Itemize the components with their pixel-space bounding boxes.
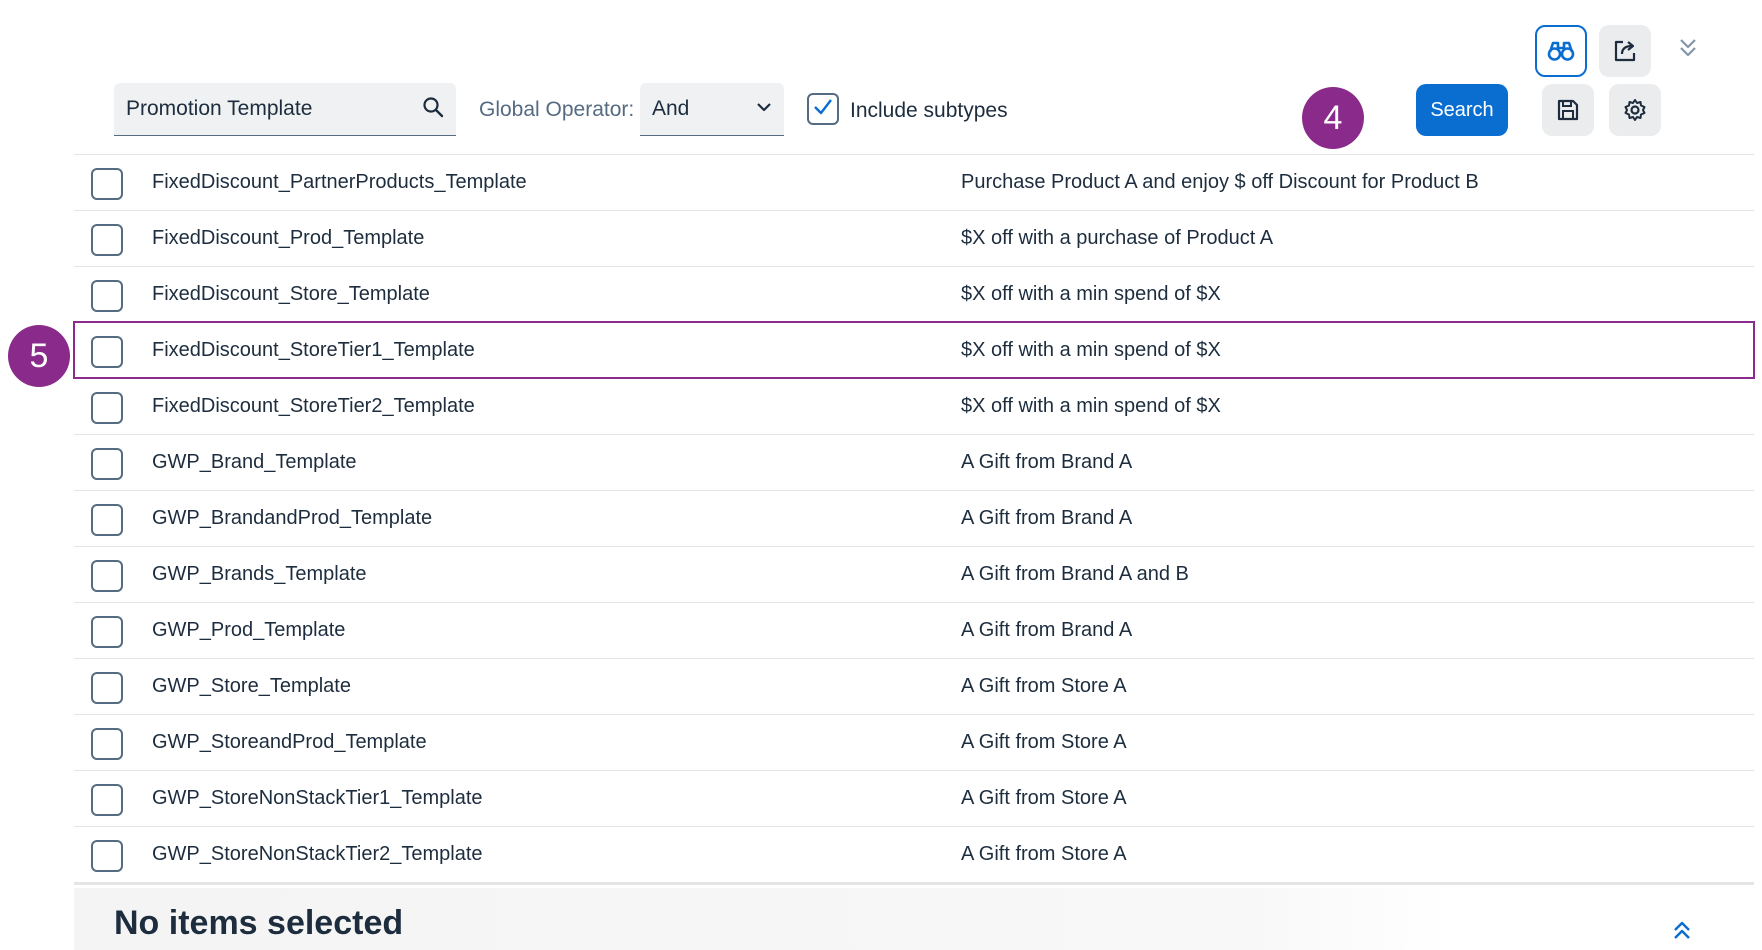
row-template-name: FixedDiscount_Store_Template [152,283,430,305]
selection-footer: No items selected [74,888,1754,950]
row-description: $X off with a purchase of Product A [961,227,1274,249]
search-input-value: Promotion Template [126,97,313,120]
checkmark-icon [813,98,833,121]
table-row[interactable]: GWP_BrandandProd_Template A Gift from Bra… [74,490,1754,546]
double-chevron-up-icon [1674,921,1690,939]
binoculars-button[interactable] [1535,25,1587,77]
search-input[interactable]: Promotion Template [114,83,456,136]
table-row[interactable]: GWP_Brands_Template A Gift from Brand A a… [74,546,1754,602]
table-row[interactable]: FixedDiscount_StoreTier2_Template $X off … [74,378,1754,434]
row-template-name: GWP_Brand_Template [152,451,357,473]
row-template-name: GWP_StoreNonStackTier1_Template [152,787,483,809]
include-subtypes-checkbox[interactable] [807,93,839,125]
row-description: A Gift from Brand A [961,619,1133,641]
row-checkbox[interactable] [91,840,123,872]
row-description: A Gift from Store A [961,843,1127,865]
row-template-name: GWP_Store_Template [152,675,351,697]
row-description: $X off with a min spend of $X [961,395,1221,417]
row-checkbox[interactable] [91,672,123,704]
row-checkbox[interactable] [91,560,123,592]
chevron-down-icon [756,100,772,118]
step-badge-4: 4 [1302,87,1364,149]
save-variant-button[interactable] [1542,84,1594,136]
row-template-name: GWP_BrandandProd_Template [152,507,433,529]
global-operator-value: And [652,97,690,120]
row-description: A Gift from Brand A [961,451,1133,473]
row-checkbox[interactable] [91,504,123,536]
row-checkbox[interactable] [91,168,123,200]
expand-footer-button[interactable] [1672,918,1692,947]
double-chevron-down-icon [1678,37,1698,64]
binoculars-icon [1547,40,1575,62]
settings-button[interactable] [1609,84,1661,136]
row-template-name: FixedDiscount_Prod_Template [152,227,425,249]
save-icon [1556,98,1580,122]
step-badge-5: 5 [8,325,70,387]
results-table: FixedDiscount_PartnerProducts_Template Pu… [73,154,1755,885]
row-checkbox[interactable] [91,616,123,648]
row-checkbox[interactable] [91,784,123,816]
row-template-name: GWP_StoreNonStackTier2_Template [152,843,483,865]
table-row[interactable]: GWP_StoreNonStackTier1_Template A Gift fr… [74,770,1754,826]
row-template-name: FixedDiscount_StoreTier1_Template [152,339,475,361]
row-description: A Gift from Brand A [961,507,1133,529]
table-bottom-border [74,882,1754,885]
row-description: $X off with a min spend of $X [961,283,1221,305]
table-row[interactable]: GWP_StoreandProd_Template A Gift from Sto… [74,714,1754,770]
row-checkbox[interactable] [91,392,123,424]
row-template-name: FixedDiscount_StoreTier2_Template [152,395,475,417]
export-icon [1613,39,1637,63]
row-description: A Gift from Store A [961,787,1127,809]
table-row[interactable]: FixedDiscount_PartnerProducts_Template Pu… [74,154,1754,210]
global-operator-label: Global Operator: [479,98,635,121]
row-template-name: GWP_StoreandProd_Template [152,731,427,753]
row-template-name: GWP_Prod_Template [152,619,346,641]
row-checkbox[interactable] [91,448,123,480]
table-row[interactable]: GWP_Brand_Template A Gift from Brand A [74,434,1754,490]
table-row[interactable]: FixedDiscount_StoreTier1_Template $X off … [73,321,1755,379]
row-checkbox[interactable] [91,224,123,256]
collapse-header-button[interactable] [1668,30,1708,70]
row-description: Purchase Product A and enjoy $ off Disco… [961,171,1479,193]
selection-status-title: No items selected [114,904,404,942]
row-description: A Gift from Store A [961,731,1127,753]
gear-icon [1623,98,1647,122]
include-subtypes-label: Include subtypes [850,99,1008,122]
table-row[interactable]: GWP_StoreNonStackTier2_Template A Gift fr… [74,826,1754,882]
search-button[interactable]: Search [1416,84,1508,136]
table-row[interactable]: GWP_Store_Template A Gift from Store A [74,658,1754,714]
row-template-name: GWP_Brands_Template [152,563,367,585]
search-icon[interactable] [422,96,444,123]
row-checkbox[interactable] [91,280,123,312]
row-description: A Gift from Store A [961,675,1127,697]
row-template-name: FixedDiscount_PartnerProducts_Template [152,171,527,193]
export-button[interactable] [1599,25,1651,77]
row-checkbox[interactable] [91,336,123,368]
row-description: A Gift from Brand A and B [961,563,1189,585]
row-description: $X off with a min spend of $X [961,339,1221,361]
table-row[interactable]: FixedDiscount_Prod_Template $X off with a… [74,210,1754,266]
table-row[interactable]: FixedDiscount_Store_Template $X off with … [74,266,1754,322]
table-row[interactable]: GWP_Prod_Template A Gift from Brand A [74,602,1754,658]
row-checkbox[interactable] [91,728,123,760]
global-operator-select[interactable]: And [640,83,784,136]
